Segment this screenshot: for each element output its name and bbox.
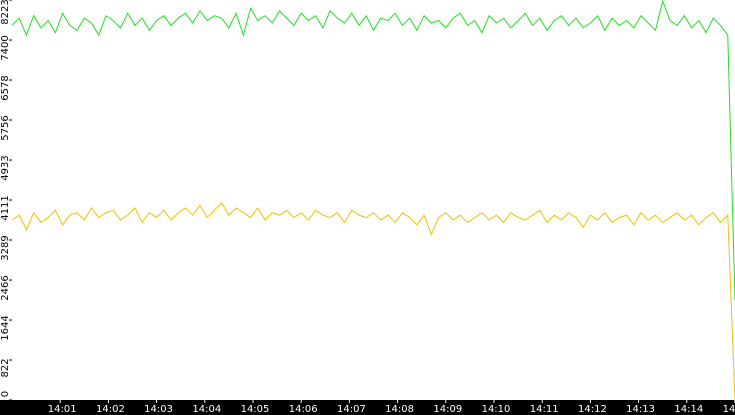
x-tick-label: 14:05 [241,404,270,415]
x-axis-band [0,400,735,415]
x-tick-label: 14:03 [144,404,173,415]
x-tick-label: 14:01 [48,404,77,415]
y-tick-label: 0 [0,391,11,397]
x-tick-label: 14:15 [723,404,735,415]
x-tick-label: 14:04 [192,404,221,415]
line-series [11,202,735,401]
y-tick-label: 6578 [0,75,11,100]
y-tick-label: 8223 [0,0,11,25]
x-tick-label: 14:02 [96,404,125,415]
x-tick-label: 14:08 [385,404,414,415]
y-tick-label: 5756 [0,115,11,140]
x-tick-label: 14:09 [433,404,462,415]
y-tick-label: 822 [0,358,11,377]
y-tick-label: 4111 [0,195,11,220]
y-tick-label: 1644 [0,315,11,340]
y-tick-label: 7400 [0,35,11,60]
x-tick-label: 14:07 [337,404,366,415]
x-tick-label: 14:14 [674,404,703,415]
x-tick-label: 14:13 [626,404,655,415]
x-tick-label: 14:06 [289,404,318,415]
x-tick-label: 14:12 [578,404,607,415]
y-tick-label: 2466 [0,275,11,300]
x-tick-label: 14:10 [482,404,511,415]
y-tick-label: 3289 [0,235,11,260]
line-series [11,0,735,301]
x-tick-label: 14:11 [530,404,559,415]
y-tick-label: 4933 [0,155,11,180]
